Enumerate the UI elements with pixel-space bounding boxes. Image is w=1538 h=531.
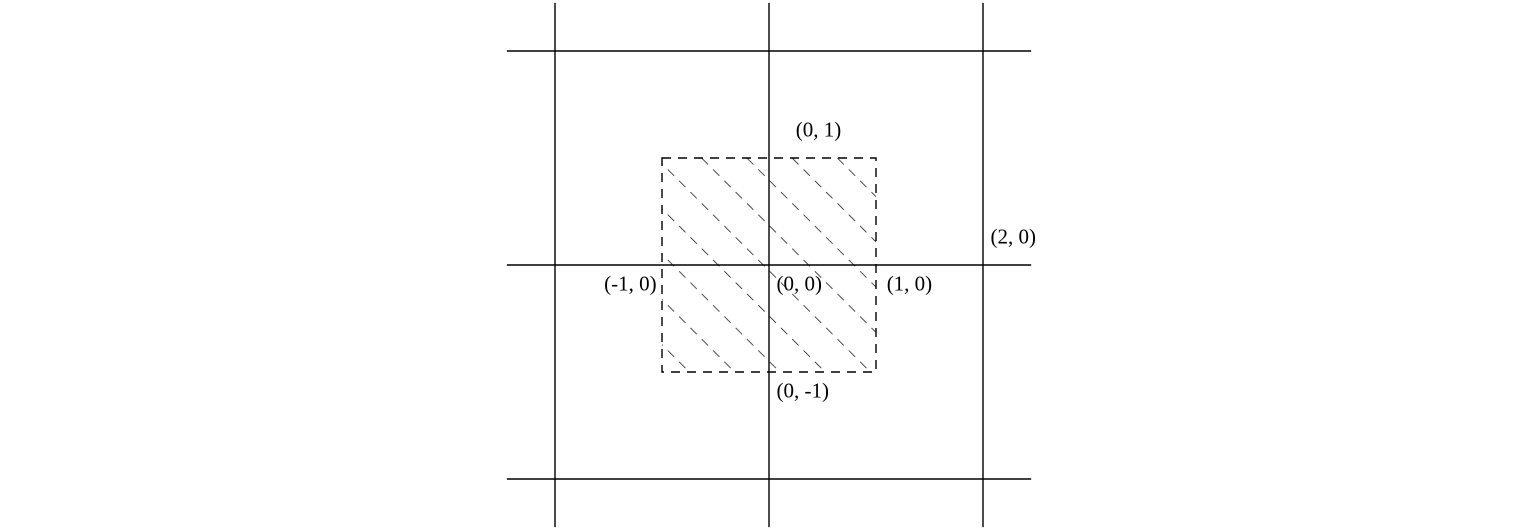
- label-p_0_m1: (0, -1): [776, 379, 828, 403]
- label-p_1_0: (1, 0): [887, 272, 933, 296]
- label-p_2_0: (2, 0): [990, 225, 1036, 249]
- hatched-square: [662, 158, 876, 372]
- label-p_m1_0: (-1, 0): [604, 272, 656, 296]
- label-p_0_0: (0, 0): [776, 272, 822, 296]
- label-p_0_1: (0, 1): [796, 118, 842, 142]
- hatched-square-fill: [662, 158, 876, 372]
